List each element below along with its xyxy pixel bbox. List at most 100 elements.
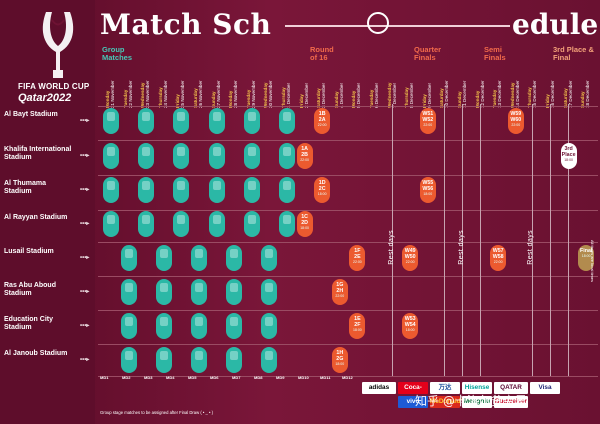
matchday-heading: MD4: [166, 375, 175, 380]
stadium-label: Khalifa International Stadium: [4, 146, 72, 161]
match-label: 1E: [354, 316, 361, 322]
match-glyph-icon: [195, 317, 203, 326]
match-token: W59 W60 22:00: [507, 108, 524, 134]
match-glyph-icon: [265, 249, 274, 258]
match-label: 1F: [354, 248, 361, 254]
match-glyph-icon: [265, 317, 274, 326]
stadium-label: Al Janoub Stadium: [4, 350, 68, 357]
row-divider: [98, 106, 598, 107]
stadium-label: Ras Abu Aboud Stadium: [4, 282, 56, 297]
stadium-label: Lusail Stadium: [4, 248, 54, 255]
sponsor-logo: vivo: [398, 396, 428, 408]
match-token: [120, 279, 137, 305]
day-date: 5 December: [356, 82, 362, 108]
day-column: Sunday 27 November: [211, 64, 223, 108]
day-column: Sunday 18 December: [580, 64, 592, 108]
footnote: Group stage matches to be assigned after…: [100, 410, 214, 415]
match-token: [243, 211, 260, 237]
phase-label-third-final: 3rd Place & Final: [553, 45, 594, 62]
match-label: W60: [510, 117, 522, 123]
matchday-column: MD9: [276, 375, 302, 381]
matchday-heading: MD8: [254, 375, 263, 380]
match-time: 22:00: [493, 260, 503, 264]
match-time: 18:00: [300, 226, 309, 230]
match-token: [173, 108, 190, 134]
match-label: W56: [422, 186, 434, 192]
match-token: 1H 2G 18:00: [331, 347, 348, 373]
matchday-heading: MD2: [122, 375, 131, 380]
matchday-legend: MD1 MD2 MD3 MD4 MD5 MD6 MD7 MD8 MD9 MD10 MD11 MD12: [100, 375, 370, 412]
column-divider: [479, 104, 481, 376]
page-title: Match Sch: [100, 8, 272, 41]
day-column: Thursday 15 December: [527, 64, 539, 108]
match-token: [208, 108, 225, 134]
match-token: [279, 211, 295, 237]
column-divider: [462, 104, 463, 376]
day-column: Friday 9 December: [422, 64, 434, 108]
day-column: Thursday 1 December: [281, 64, 293, 108]
match-label: W50: [404, 254, 416, 260]
day-column: Wednesday 23 November: [140, 64, 152, 108]
match-token: 1D 2C 18:00: [314, 177, 331, 203]
match-token: [138, 211, 155, 237]
day-date: 24 November: [162, 80, 168, 108]
day-date: 28 November: [233, 80, 239, 108]
match-label: 2B: [301, 152, 308, 158]
match-token: [155, 245, 172, 271]
match-glyph-icon: [177, 215, 186, 224]
match-label: W53: [404, 316, 416, 322]
row-divider: [98, 242, 598, 243]
match-glyph-icon: [230, 351, 239, 360]
matchday-column: MD3: [144, 375, 170, 381]
matchday-column: MD1: [100, 375, 126, 381]
side-note: All times are local times: [590, 240, 598, 360]
match-token: 1F 2E 22:00: [349, 245, 366, 271]
match-token: [279, 177, 295, 203]
day-date: 16 December: [550, 80, 555, 108]
match-token: [243, 143, 260, 169]
match-token: W55 W56 18:00: [419, 177, 436, 203]
match-token: W51 W52 22:00: [419, 108, 436, 134]
match-glyph-icon: [142, 215, 151, 224]
match-token: [279, 143, 295, 169]
phase-label-semi: Semi Finals: [484, 45, 506, 62]
day-name: Tuesday: [122, 89, 128, 108]
match-glyph-icon: [265, 351, 274, 360]
match-token: 1A 2B 22:00: [296, 143, 313, 169]
match-label: W58: [492, 254, 504, 260]
match-token: W49 W50 22:00: [402, 245, 419, 271]
stadium-name: Al Rayyan Stadium •••▸: [4, 214, 89, 227]
match-token: [103, 177, 119, 203]
stadium-label: Al Thumama Stadium: [4, 180, 47, 195]
match-time: 18:00: [317, 192, 327, 196]
day-column: Monday 5 December: [351, 64, 363, 108]
day-date: 25 November: [180, 80, 186, 108]
day-column: Thursday 24 November: [158, 64, 170, 108]
sponsor-logo: Hisense: [462, 382, 492, 394]
row-divider: [98, 276, 598, 277]
match-label: W57: [492, 248, 504, 254]
ball-icon: [367, 12, 389, 34]
match-token: [173, 177, 190, 203]
match-token: [138, 143, 155, 169]
match-label: 2E: [354, 254, 361, 260]
match-token: 1E 2F 18:00: [349, 313, 366, 339]
day-column: Tuesday 22 November: [123, 64, 135, 108]
row-divider: [98, 210, 598, 211]
stadium-name: Ras Abu Aboud Stadium •••▸: [4, 282, 89, 298]
match-token: [208, 211, 225, 237]
match-glyph-icon: [124, 283, 133, 292]
match-time: 18:00: [353, 328, 362, 332]
match-label: 1H: [336, 350, 344, 356]
match-token: [155, 313, 172, 339]
watermark: 知乎 @卡洛尔贫穷君: [415, 394, 527, 408]
matchday-column: MD7: [232, 375, 258, 381]
match-label: W55: [422, 180, 434, 186]
match-token: [191, 313, 207, 339]
day-column: Friday 2 December: [299, 64, 311, 108]
stadium-label: Al Rayyan Stadium: [4, 214, 68, 221]
match-token: [120, 347, 137, 373]
day-date: 8 December: [409, 82, 415, 108]
match-glyph-icon: [177, 147, 186, 156]
match-glyph-icon: [230, 283, 239, 292]
